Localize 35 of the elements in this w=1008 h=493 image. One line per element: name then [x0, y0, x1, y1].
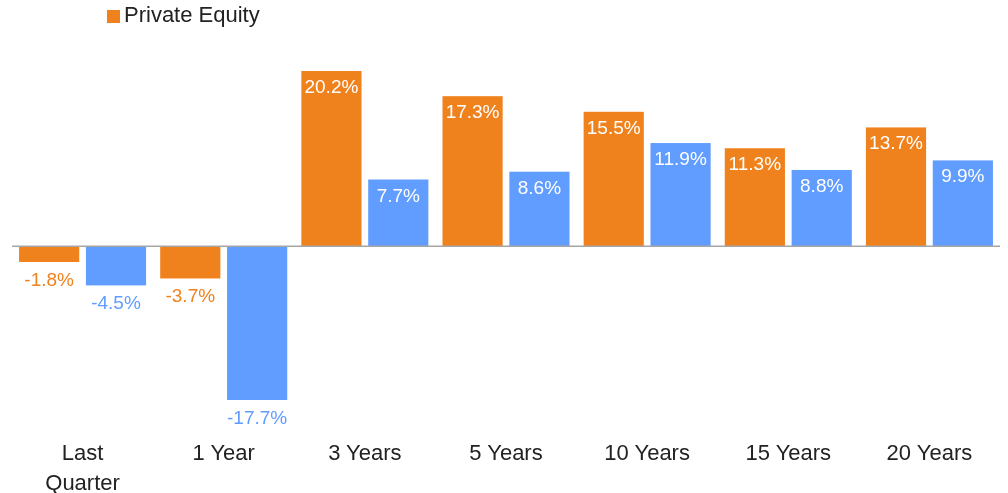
- data-label: 13.7%: [869, 132, 924, 154]
- legend-label: Private Equity: [124, 2, 260, 27]
- bar: [865, 127, 927, 247]
- data-label: -3.7%: [165, 285, 216, 307]
- x-tick-label: 3 Years: [328, 440, 402, 465]
- bar: [791, 169, 852, 247]
- bar: [583, 111, 644, 247]
- bar: [19, 246, 80, 262]
- data-label: -1.8%: [24, 268, 75, 290]
- bar: [724, 148, 785, 247]
- data-label: 11.9%: [654, 148, 707, 170]
- data-label: 20.2%: [304, 76, 359, 97]
- bar: [442, 96, 503, 247]
- bar: [368, 179, 429, 247]
- bar: [160, 246, 221, 279]
- x-tick-label: 5 Years: [469, 440, 543, 465]
- data-label: 17.3%: [445, 101, 500, 123]
- data-label: 11.3%: [728, 153, 782, 175]
- bar: [509, 171, 570, 247]
- data-label: -4.5%: [91, 292, 141, 314]
- bar: [227, 246, 288, 400]
- data-label: 8.8%: [800, 174, 844, 196]
- x-tick-label: 10 Years: [604, 440, 690, 465]
- x-tick-label: 1 Year: [192, 440, 255, 465]
- data-label: 7.7%: [376, 184, 421, 206]
- x-tick-label: 20 Years: [886, 440, 973, 465]
- bar: [85, 246, 147, 286]
- bar: [932, 160, 993, 247]
- bar: [650, 143, 711, 247]
- x-tick-label: 15 Years: [745, 440, 832, 465]
- data-label: 15.5%: [586, 116, 641, 138]
- data-label: 8.6%: [517, 176, 562, 198]
- bar: [301, 71, 362, 247]
- data-label: -17.7%: [227, 407, 288, 428]
- data-label: 9.9%: [941, 165, 985, 187]
